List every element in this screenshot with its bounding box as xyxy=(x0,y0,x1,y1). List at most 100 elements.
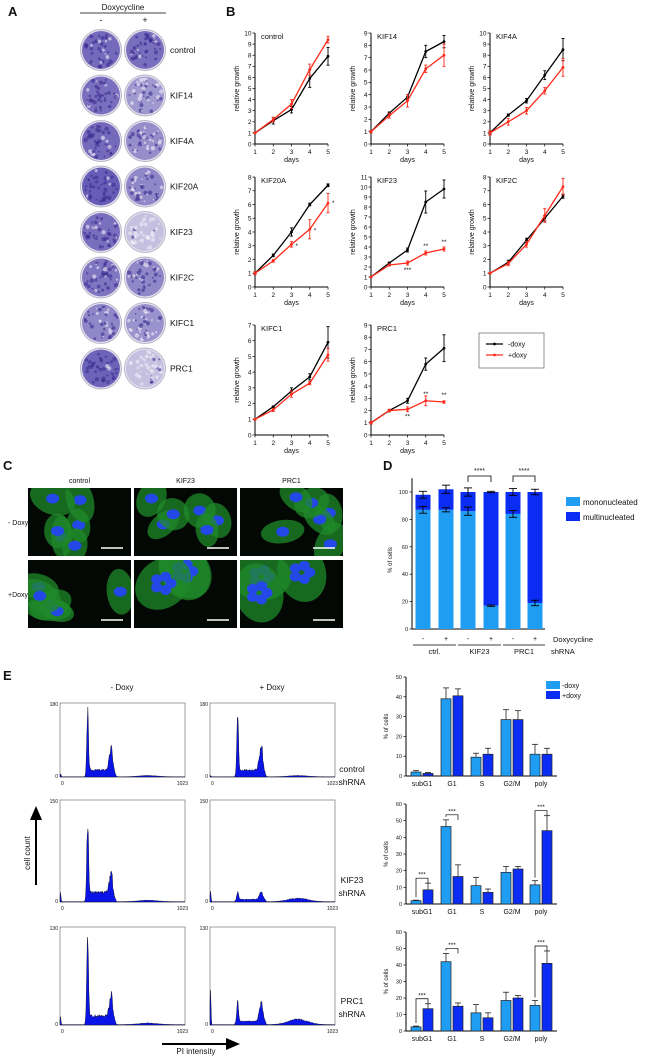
image-column-title: control xyxy=(69,478,90,485)
x-tick-label: 2 xyxy=(506,149,510,156)
colony-speck xyxy=(138,277,141,280)
colony-speck xyxy=(102,327,106,331)
colony-speck xyxy=(92,226,95,228)
x-tick-label: 4 xyxy=(424,440,428,447)
series-plus-doxy xyxy=(369,246,446,279)
x-tick-label: 4 xyxy=(308,292,312,299)
doxy-sign-label: - xyxy=(467,636,470,643)
bar-multinucleated xyxy=(483,492,499,606)
y-tick-label: 9 xyxy=(483,42,487,49)
x-min-label: 0 xyxy=(61,906,64,912)
x-tick-label: 1 xyxy=(253,440,257,447)
colony-speck xyxy=(153,85,157,89)
colony-speck xyxy=(136,366,140,370)
legend-swatch xyxy=(566,512,580,521)
row-label-shrna: shRNA xyxy=(339,888,366,898)
significance-stars: **** xyxy=(519,468,530,475)
series-minus-doxy xyxy=(488,38,565,135)
colony-speck xyxy=(139,222,144,227)
dna-histogram: 180 00 1023 xyxy=(200,702,339,787)
series-line xyxy=(254,354,329,420)
y-tick-label: 20 xyxy=(396,869,402,875)
colony-speck xyxy=(97,34,101,38)
colony-speck xyxy=(137,96,142,101)
y-tick-label: 3 xyxy=(483,243,487,250)
colony-speck xyxy=(154,196,157,199)
colony-speck xyxy=(96,266,100,270)
colony-speck xyxy=(110,175,114,179)
fluorescence-image xyxy=(240,560,343,628)
colony-speck xyxy=(99,41,104,47)
colony-speck xyxy=(131,241,134,245)
colony-speck xyxy=(103,282,108,286)
bar-plus-doxy xyxy=(541,962,553,1032)
colony-speck xyxy=(143,222,148,227)
colony-speck xyxy=(106,374,109,377)
colony-speck xyxy=(135,35,139,39)
colony-speck xyxy=(99,61,103,64)
colony-speck xyxy=(154,42,157,45)
bar-minus-doxy xyxy=(500,1000,512,1032)
data-point xyxy=(308,375,312,379)
colony-speck xyxy=(104,126,109,131)
colony-speck xyxy=(88,149,93,154)
significance-stars: *** xyxy=(537,939,545,946)
colony-speck xyxy=(101,336,104,339)
minus-label: - xyxy=(100,15,103,25)
x-tick-label: 2 xyxy=(387,149,391,156)
data-point xyxy=(525,242,528,246)
colony-speck xyxy=(106,286,110,290)
y-axis-label: relative growth xyxy=(234,209,241,255)
legend-label: +doxy xyxy=(508,353,527,360)
x-tick-label: 3 xyxy=(290,149,294,156)
category-label: subG1 xyxy=(412,1036,433,1043)
colony-speck xyxy=(115,371,118,375)
nucleus xyxy=(113,586,127,597)
colony-speck xyxy=(140,184,145,190)
colony-speck xyxy=(155,375,159,379)
y-tick-label: 9 xyxy=(364,194,368,201)
y-tick-label: 4 xyxy=(248,370,252,377)
y-tick-label: 5 xyxy=(364,234,368,241)
colony-plate-plus xyxy=(124,302,166,344)
colony-speck xyxy=(144,50,148,54)
colony-speck xyxy=(97,366,100,369)
colony-speck xyxy=(112,356,117,362)
colony-speck xyxy=(104,78,108,81)
colony-speck xyxy=(103,81,107,85)
colony-speck xyxy=(144,263,149,268)
category-label: G1 xyxy=(447,1036,456,1043)
y-tick-label: 7 xyxy=(248,188,252,195)
chart-title: KIF4A xyxy=(496,32,517,41)
x-tick-label: 3 xyxy=(406,440,410,447)
colony-speck xyxy=(115,278,119,281)
colony-speck xyxy=(142,357,145,361)
colony-speck xyxy=(145,79,148,82)
colony-speck xyxy=(106,231,111,236)
colony-speck xyxy=(113,222,117,225)
nucleus xyxy=(289,563,301,574)
series-minus-doxy xyxy=(369,35,446,134)
colony-speck xyxy=(145,82,149,86)
bar-plus-doxy xyxy=(482,753,494,777)
colony-speck xyxy=(129,136,132,140)
stacked-bar xyxy=(460,487,476,629)
colony-speck xyxy=(107,195,112,200)
colony-speck xyxy=(127,319,131,323)
colony-speck xyxy=(92,176,96,180)
nucleus xyxy=(256,594,268,605)
y-tick-label: 0 xyxy=(364,284,368,291)
y-tick-label: 4 xyxy=(483,229,487,236)
x-tick-label: 5 xyxy=(442,292,446,299)
colony-speck xyxy=(143,200,146,203)
plate-row-label: KIF14 xyxy=(170,91,193,101)
colony-speck xyxy=(130,190,134,195)
colony-speck xyxy=(99,109,103,112)
histogram-frame xyxy=(59,702,186,778)
cell-count-label: cell count xyxy=(23,835,32,870)
histogram-column-title: + Doxy xyxy=(259,683,284,692)
colony-speck xyxy=(141,305,146,310)
colony-speck xyxy=(93,337,97,340)
